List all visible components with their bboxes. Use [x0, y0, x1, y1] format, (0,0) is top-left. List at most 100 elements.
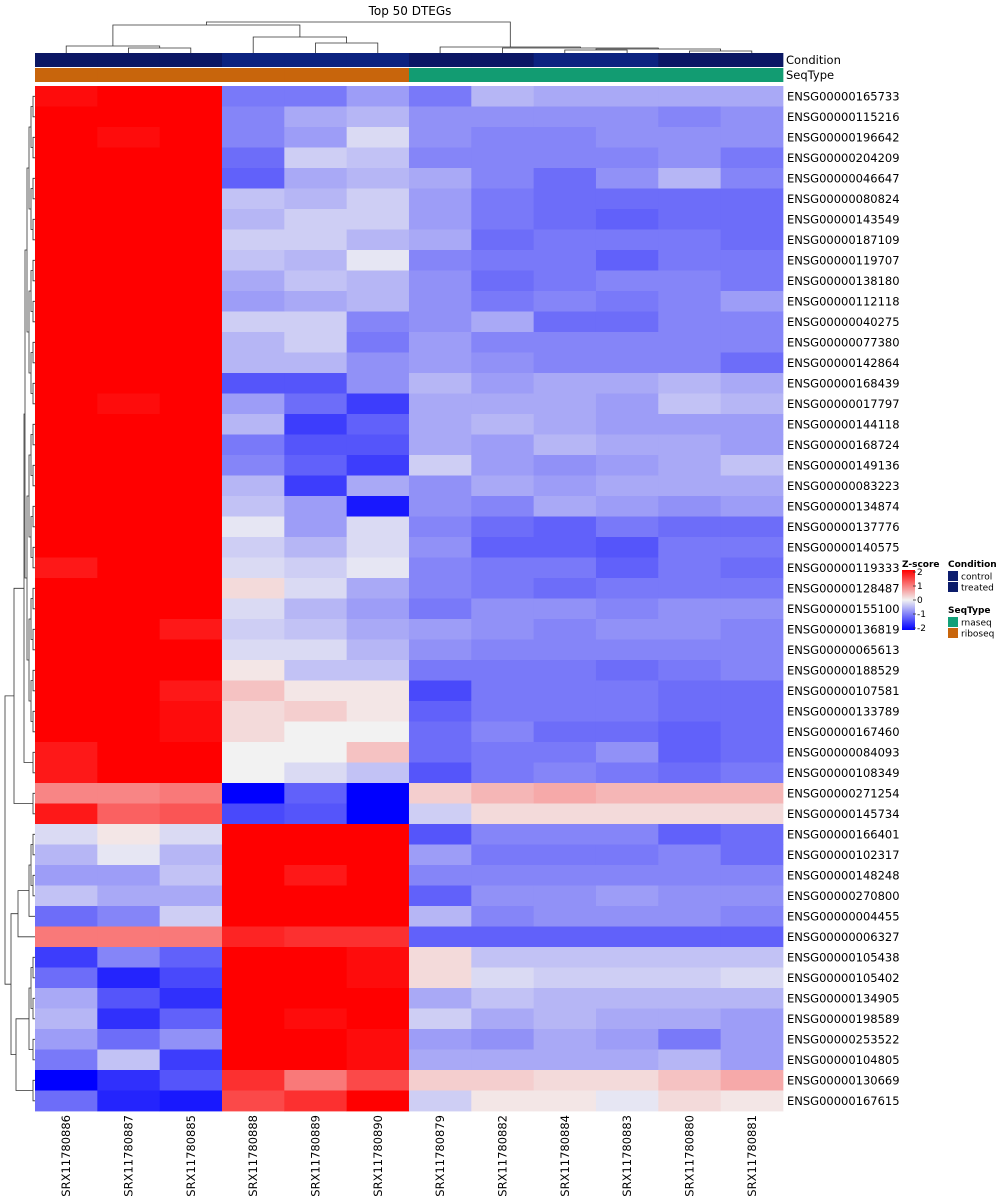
row-label: ENSG00000006327: [787, 930, 900, 944]
heatmap-cell: [533, 352, 597, 374]
heatmap-cell: [35, 434, 98, 456]
column-label: SRX11780883: [620, 1115, 634, 1197]
column-label: SRX11780887: [122, 1115, 136, 1197]
legend-title: Condition: [948, 560, 997, 570]
heatmap-cell: [533, 209, 597, 230]
heatmap-cell: [159, 578, 223, 599]
heatmap-cell: [533, 168, 597, 189]
row-label: ENSG00000112118: [787, 294, 900, 308]
heatmap-cell: [658, 168, 722, 189]
heatmap-cell: [658, 967, 722, 989]
heatmap-cell: [35, 680, 98, 702]
heatmap-cell: [595, 291, 659, 312]
heatmap-cell: [471, 639, 535, 661]
heatmap-cell: [533, 127, 597, 148]
heatmap-cell: [408, 168, 472, 189]
heatmap-cell: [284, 352, 348, 374]
heatmap-cell: [658, 537, 722, 558]
heatmap-cell: [346, 639, 410, 661]
condition-bar-cell: [284, 53, 348, 67]
heatmap-cell: [97, 475, 161, 497]
heatmap-cell: [471, 619, 535, 640]
heatmap-cell: [221, 352, 285, 374]
row-label: ENSG00000271254: [787, 786, 900, 800]
heatmap-cell: [284, 1070, 348, 1091]
heatmap-cell: [159, 250, 223, 271]
heatmap-cell: [595, 680, 659, 702]
heatmap-cell: [346, 1070, 410, 1091]
column-label: SRX11780881: [745, 1115, 759, 1197]
heatmap-cell: [595, 270, 659, 292]
heatmap-cell: [221, 824, 285, 845]
heatmap-cell: [595, 332, 659, 353]
heatmap-cell: [35, 537, 98, 558]
heatmap-cell: [284, 701, 348, 722]
heatmap-cell: [720, 988, 784, 1009]
heatmap-cell: [595, 1090, 659, 1112]
heatmap-cell: [346, 434, 410, 456]
column-labels: SRX11780886 SRX11780887 SRX11780885 SRX1178…: [59, 1115, 759, 1197]
heatmap-cell: [658, 250, 722, 271]
heatmap-cell: [658, 393, 722, 415]
heatmap-cell: [284, 1008, 348, 1030]
heatmap-cell: [533, 1090, 597, 1112]
heatmap-cell: [35, 988, 98, 1009]
heatmap-cell: [658, 578, 722, 599]
heatmap-cell: [595, 803, 659, 825]
heatmap-cell: [221, 229, 285, 251]
heatmap-cell: [159, 926, 223, 948]
dendrogram-branch: [32, 997, 35, 1020]
heatmap-cell: [408, 209, 472, 230]
heatmap-cell: [595, 373, 659, 394]
heatmap-cell: [159, 1070, 223, 1091]
condition-bar-cell: [471, 53, 535, 67]
heatmap-cell: [595, 496, 659, 517]
heatmap-cell: [97, 537, 161, 558]
heatmap-cell: [408, 865, 472, 886]
heatmap-cell: [284, 127, 348, 148]
heatmap-cell: [408, 455, 472, 476]
row-label: ENSG00000155100: [787, 602, 900, 616]
heatmap-cell: [533, 86, 597, 107]
heatmap-cell: [97, 967, 161, 989]
heatmap-cell: [35, 188, 98, 210]
seqtype-bar-cell: [159, 68, 223, 82]
condition-bar-cell: [533, 53, 597, 67]
heatmap-cell: [159, 393, 223, 415]
heatmap-cell: [595, 557, 659, 579]
heatmap-cell: [471, 86, 535, 107]
heatmap-cell: [595, 1008, 659, 1030]
heatmap-cell: [471, 598, 535, 620]
heatmap-cell: [595, 947, 659, 968]
heatmap-cell: [471, 127, 535, 148]
heatmap-cell: [533, 701, 597, 722]
heatmap-cell: [408, 496, 472, 517]
heatmap-cell: [408, 1029, 472, 1050]
heatmap-cell: [346, 742, 410, 763]
heatmap-cell: [97, 598, 161, 620]
heatmap-cell: [595, 475, 659, 497]
heatmap-cell: [35, 127, 98, 148]
heatmap-cell: [35, 250, 98, 271]
row-label: ENSG00000204209: [787, 151, 900, 165]
seqtype-bar-cell: [658, 68, 722, 82]
heatmap-cell: [221, 557, 285, 579]
heatmap-cell: [720, 86, 784, 107]
heatmap-cell: [346, 619, 410, 640]
heatmap-cell: [97, 988, 161, 1009]
heatmap-cell: [221, 947, 285, 968]
row-label: ENSG00000102317: [787, 848, 900, 862]
heatmap-cell: [595, 967, 659, 989]
heatmap-cell: [408, 393, 472, 415]
dendrogram-branch: [10, 913, 18, 1055]
row-label: ENSG00000145734: [787, 807, 900, 821]
row-label: ENSG00000133789: [787, 704, 900, 718]
heatmap-cell: [97, 619, 161, 640]
heatmap-cell: [35, 352, 98, 374]
heatmap-cell: [221, 250, 285, 271]
heatmap-cell: [595, 619, 659, 640]
row-label: ENSG00000128487: [787, 581, 900, 595]
legend-label: treated: [961, 584, 994, 594]
column-label: SRX11780889: [309, 1115, 323, 1197]
